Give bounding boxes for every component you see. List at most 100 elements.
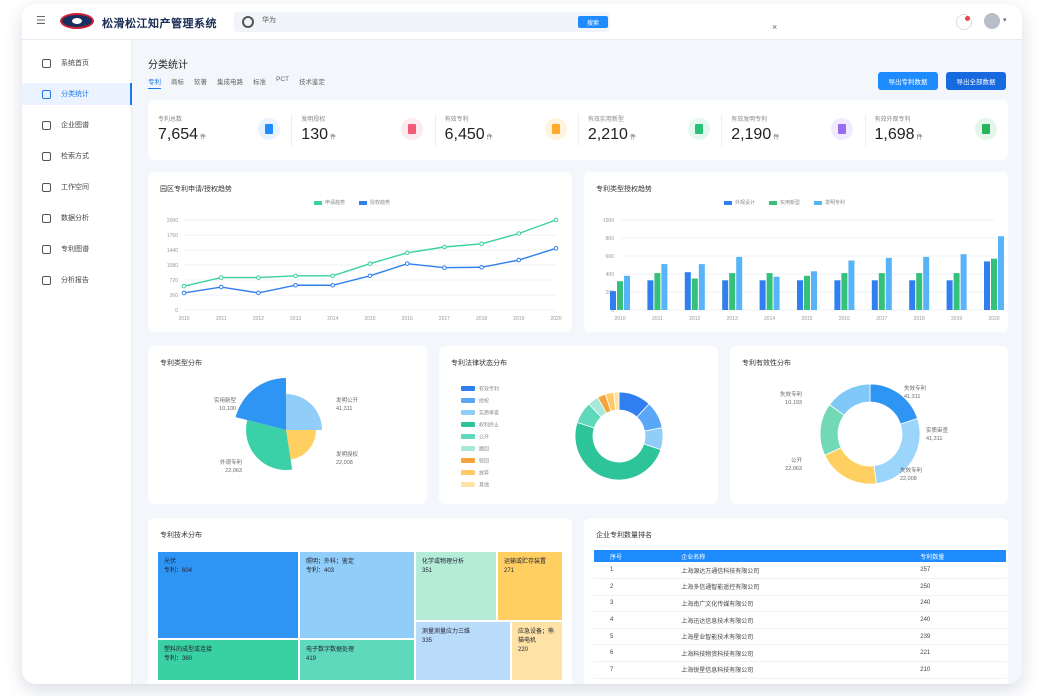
sidebar-item[interactable]: 工作空间: [22, 176, 132, 198]
treemap-cell[interactable]: 电子数字数据处理419: [300, 640, 414, 680]
table-row[interactable]: 5上海星业智能技术有限公司239: [594, 628, 1006, 645]
treemap-label: 光伏: [164, 558, 292, 567]
y-tick-label: 720: [170, 278, 179, 284]
legend-label: 授权: [479, 398, 489, 405]
donut-segment: [825, 448, 877, 484]
tab[interactable]: 软著: [194, 76, 207, 89]
bar: [998, 236, 1004, 310]
table-row[interactable]: 7上海锐星信息科技有限公司210: [594, 662, 1006, 679]
chevron-down-icon[interactable]: ▾: [1003, 16, 1007, 24]
bar: [961, 254, 967, 310]
report-icon: [42, 276, 51, 285]
tab[interactable]: 集成电路: [217, 76, 243, 89]
building-icon: [42, 121, 51, 130]
treemap-cell[interactable]: 光伏专利：604: [158, 552, 298, 638]
table-row[interactable]: 4上海迅达信息技术有限公司240: [594, 612, 1006, 629]
treemap-label: 塑料的成型或连接: [164, 646, 292, 655]
table-cell: 1: [594, 562, 665, 579]
sidebar-item[interactable]: 检索方式: [22, 145, 132, 167]
x-tick-label: 2019: [951, 316, 962, 322]
table-cell: 3: [594, 595, 665, 612]
tab[interactable]: 专利: [148, 76, 161, 89]
data-point: [331, 283, 335, 287]
column-header: 企业名称: [665, 550, 904, 562]
bar: [760, 280, 766, 310]
y-tick-label: 2000: [167, 218, 178, 224]
tab[interactable]: PCT: [276, 76, 289, 89]
data-point: [257, 291, 261, 295]
x-tick-label: 2020: [988, 316, 999, 322]
menu-toggle-icon[interactable]: ☰: [36, 15, 48, 27]
tech-distribution-card: 专利技术分布 光伏专利：604照明；外科；鉴定专利：403化学或物理分析351运…: [148, 518, 572, 684]
legend-swatch: [461, 482, 475, 487]
kpi-tile: 发明授权 130件: [291, 100, 434, 160]
slice-label: 失效专利: [780, 390, 802, 398]
kpi-unit: 件: [330, 135, 336, 141]
treemap-value: 专利：403: [306, 567, 408, 576]
y-tick-label: 600: [606, 254, 615, 260]
legend-label: 放弃: [479, 470, 489, 477]
avatar[interactable]: [984, 13, 1000, 29]
kpi-unit: 件: [773, 135, 779, 141]
table-row[interactable]: 2上海多信通智能遥控有限公司250: [594, 579, 1006, 596]
treemap-value: 335: [422, 637, 504, 646]
kpi-value: 1,698: [875, 126, 915, 143]
search-button[interactable]: 搜索: [578, 16, 608, 28]
bar: [991, 259, 997, 310]
sidebar-item[interactable]: 分类统计: [22, 83, 132, 105]
treemap-cell[interactable]: 测量测量应力三维335: [416, 622, 510, 680]
sidebar-item[interactable]: 分析报告: [22, 269, 132, 291]
data-point: [182, 291, 186, 295]
kpi-tile: 有效外观专利1,698件: [865, 100, 1008, 160]
treemap-cell[interactable]: 照明；外科；鉴定专利：403: [300, 552, 414, 638]
x-tick-label: 2016: [402, 316, 413, 322]
sidebar-item-label: 数据分析: [61, 213, 89, 223]
slice-label: 失效专利: [900, 466, 922, 474]
tab[interactable]: 商标: [171, 76, 184, 89]
type-pie-card: 专利类型分布 实用新型10,100发明公开41,311发明授权22,008外观专…: [148, 346, 427, 504]
treemap-cell[interactable]: 塑料的成型或连接专利：360: [158, 640, 298, 680]
table-row[interactable]: 1上海源达万通信科技有限公司257: [594, 562, 1006, 579]
tab[interactable]: 技术鉴定: [299, 76, 325, 89]
export-all-button[interactable]: 导出全部数据: [946, 72, 1006, 90]
bar: [736, 257, 742, 310]
treemap-cell[interactable]: 运输或贮存装置271: [498, 552, 562, 620]
y-tick-label: 1440: [167, 248, 178, 254]
table-row[interactable]: 3上海南广文化传媒有限公司240: [594, 595, 1006, 612]
kpi-tile: 专利总数7,654件: [148, 100, 291, 160]
treemap-cell[interactable]: 化学或物理分析351: [416, 552, 496, 620]
logo-icon: [60, 13, 94, 29]
sidebar-item[interactable]: 企业图谱: [22, 114, 132, 136]
legend-swatch: [461, 422, 475, 427]
kpi-label: 发明授权: [301, 114, 325, 123]
kpi-value: 130: [301, 126, 328, 143]
file-icon: [975, 118, 997, 140]
sidebar-item[interactable]: 系统首页: [22, 52, 132, 74]
legend-swatch: [461, 434, 475, 439]
table-cell: 221: [904, 645, 1006, 662]
table-row[interactable]: 6上海科技物资科技有限公司221: [594, 645, 1006, 662]
data-point: [294, 274, 298, 278]
treemap-label: 照明；外科；鉴定: [306, 558, 408, 567]
workspace-icon: [42, 183, 51, 192]
x-tick-label: 2011: [652, 316, 663, 322]
bar: [729, 273, 735, 310]
home-icon: [42, 59, 51, 68]
bar-chart-card: 专利类型授权趋势 外观设计实用新型发明专利 100080060040020002…: [584, 172, 1008, 332]
export-patent-button[interactable]: 导出专利数据: [878, 72, 938, 90]
clear-icon[interactable]: ×: [772, 22, 777, 32]
bar: [841, 273, 847, 310]
bar: [647, 280, 653, 310]
sidebar-item[interactable]: 专利图谱: [22, 238, 132, 260]
table-cell: 257: [904, 562, 1006, 579]
treemap-cell[interactable]: 应急设备；熊猫电机220: [512, 622, 562, 680]
tab[interactable]: 标准: [253, 76, 266, 89]
notification-icon[interactable]: [956, 14, 972, 30]
search-input[interactable]: [262, 16, 542, 23]
slice-value: 41,311: [336, 406, 352, 412]
file-icon: [831, 118, 853, 140]
treemap-label: 测量测量应力三维: [422, 628, 504, 637]
x-tick-label: 2015: [364, 316, 375, 322]
kpi-unit: 件: [487, 135, 493, 141]
sidebar-item[interactable]: 数据分析: [22, 207, 132, 229]
